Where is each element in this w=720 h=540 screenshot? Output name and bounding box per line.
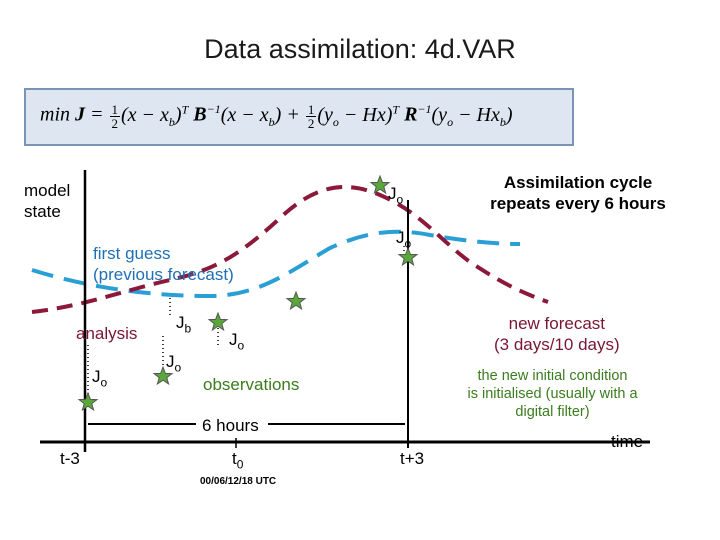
formula-plus: + xyxy=(286,103,300,126)
formula-term3: (yo − Hx)T xyxy=(317,102,400,129)
formula-eq: = xyxy=(90,103,104,126)
t-plus-3-label: t+3 xyxy=(400,449,425,468)
t-minus-3-label: t-3 xyxy=(60,449,80,468)
analysis-curve xyxy=(31,184,549,314)
formula-term2: (x − xb) xyxy=(220,103,282,129)
observations-label: observations xyxy=(203,375,300,394)
initial-condition-note: the new initial condition is initialised… xyxy=(467,368,638,420)
jo-label: Jo xyxy=(166,352,182,375)
formula-term4: (yo − Hxb) xyxy=(431,103,513,129)
utc-timestamp: 00/06/12/18 UTC xyxy=(200,476,277,487)
formula-box xyxy=(24,88,574,146)
formula-b: B xyxy=(193,103,207,126)
page-title: Data assimilation: 4d.VAR xyxy=(204,34,516,64)
observation-star-icon xyxy=(285,290,307,311)
observation-star-icon xyxy=(207,311,229,332)
jo-label: Jo xyxy=(396,228,412,251)
observation-star-icon xyxy=(369,174,391,195)
observation-star-icon xyxy=(77,391,99,412)
time-axis-label: time xyxy=(611,432,644,451)
first-guess-curve xyxy=(31,229,521,299)
formula-j: J xyxy=(75,103,85,126)
formula-min: min xyxy=(40,103,70,126)
formula-r: R xyxy=(404,103,418,126)
jo-label: Jo xyxy=(92,367,108,390)
jo-label: Jo xyxy=(388,184,404,207)
jb-label: Jb xyxy=(176,313,192,336)
first-guess-label: first guess (previous forecast) xyxy=(93,244,234,284)
t0-label: t0 xyxy=(232,449,244,472)
new-forecast-label: new forecast (3 days/10 days) xyxy=(494,314,620,354)
observation-star-icon xyxy=(397,246,419,267)
cost-function-formula: min J = 1 2 (x − xb)T B−1(x − xb) + 1 2 (yo … xyxy=(40,102,513,130)
jo-label: Jo xyxy=(229,330,245,353)
assimilation-cycle-label: Assimilation cycle repeats every 6 hours xyxy=(490,173,666,213)
analysis-label: analysis xyxy=(76,324,138,343)
formula-term1: (x − xb)T xyxy=(121,102,189,129)
observation-star-icon xyxy=(152,365,174,386)
six-hours-label: 6 hours xyxy=(202,416,259,435)
formula-b-inv: −1 xyxy=(206,102,221,116)
formula-r-inv: −1 xyxy=(417,102,432,116)
model-state-label: model state xyxy=(24,181,71,221)
